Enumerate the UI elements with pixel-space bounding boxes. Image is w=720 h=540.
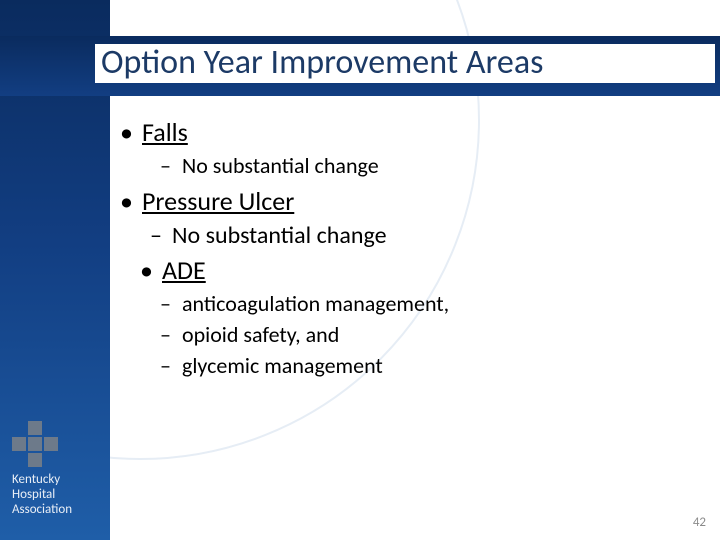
- logo-line3: Association: [12, 503, 98, 518]
- logo-plus-icon: [12, 421, 58, 467]
- bullet-dash-icon: –: [160, 152, 182, 179]
- slide-body: •Falls –No substantial change •Pressure …: [120, 110, 680, 381]
- bullet-level1: •Pressure Ulcer: [120, 185, 680, 217]
- bullet-text: opioid safety, and: [182, 321, 339, 348]
- bullet-dot-icon: •: [140, 254, 162, 286]
- bullet-dash-icon: –: [150, 221, 172, 250]
- bullet-text: glycemic management: [182, 352, 383, 379]
- bullet-level1: •Falls: [120, 116, 680, 148]
- bullet-text: Pressure Ulcer: [142, 185, 294, 217]
- bullet-level2: –No substantial change: [160, 152, 680, 179]
- logo-line2: Hospital: [12, 488, 98, 503]
- bullet-text: Falls: [142, 116, 188, 148]
- bullet-text: anticoagulation management,: [182, 290, 449, 317]
- bullet-text: No substantial change: [172, 221, 387, 250]
- slide-title: Option Year Improvement Areas: [95, 44, 715, 83]
- page-number: 42: [693, 515, 706, 530]
- bullet-text: No substantial change: [182, 152, 379, 179]
- bullet-level1: •ADE: [140, 254, 680, 286]
- bullet-text: ADE: [162, 254, 206, 286]
- bullet-level2: –No substantial change: [150, 221, 680, 250]
- bullet-dot-icon: •: [120, 116, 142, 148]
- bullet-level2: –anticoagulation management,: [160, 290, 680, 317]
- logo-block: Kentucky Hospital Association: [12, 421, 98, 518]
- bullet-dash-icon: –: [160, 290, 182, 317]
- logo-line1: Kentucky: [12, 473, 98, 488]
- bullet-level2: –opioid safety, and: [160, 321, 680, 348]
- slide: Option Year Improvement Areas •Falls –No…: [0, 0, 720, 540]
- bullet-dot-icon: •: [120, 185, 142, 217]
- logo-text: Kentucky Hospital Association: [12, 473, 98, 518]
- bullet-dash-icon: –: [160, 352, 182, 379]
- bullet-dash-icon: –: [160, 321, 182, 348]
- bullet-level2: –glycemic management: [160, 352, 680, 379]
